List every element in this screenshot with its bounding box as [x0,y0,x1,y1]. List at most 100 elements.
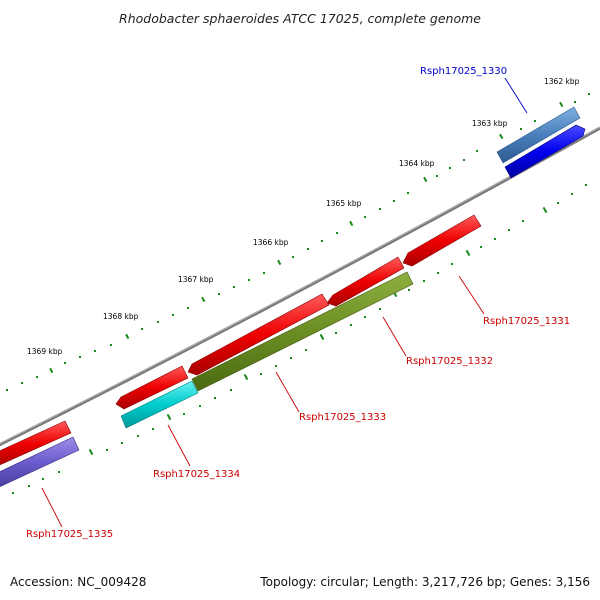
tick-dot [571,193,573,195]
tick-dot [451,263,453,265]
callout-line-1332 [382,316,407,357]
tick-dot [79,356,81,358]
tick-dot [379,308,381,310]
tick-dot [436,175,438,177]
tick-dot [463,159,465,161]
tick-major [499,133,504,140]
tick-dot [6,389,8,391]
tick-dot [110,344,112,346]
gene-label-1330[interactable]: Rsph17025_1330 [420,66,507,77]
tick-dot [408,289,410,291]
gene-rsph17025-1330[interactable] [496,106,586,179]
tick-major [423,176,428,183]
tick-dot [321,240,323,242]
outer-tick-track [6,93,590,391]
tick-dot [364,316,366,318]
tick-dot [263,272,265,274]
inner-tick-track [12,184,587,494]
gene-labels: Rsph17025_1330 Rsph17025_1331 Rsph17025_… [26,66,570,540]
gene-arrow-rsph17025-1334[interactable] [115,365,189,410]
tick-dot [292,256,294,258]
gene-arrow-rsph17025-1332[interactable] [326,256,405,307]
gene-label-1332[interactable]: Rsph17025_1332 [406,356,493,367]
tick-dot [476,150,478,152]
tick-dot [214,397,216,399]
tick-dot [157,321,159,323]
kbp-labels: 1362 kbp 1363 kbp 1364 kbp 1365 kbp 1366… [27,77,580,356]
gene-arrow-rsph17025-1333[interactable] [187,293,330,376]
tick-dot [152,428,154,430]
kbp-label: 1362 kbp [544,77,580,86]
tick-dot [522,220,524,222]
tick-dot [172,314,174,316]
tick-dot [137,435,139,437]
tick-dot [437,272,439,274]
gene-arrow-blue[interactable] [504,124,586,179]
callout-lines [41,77,528,528]
map-title: Rhodobacter sphaeroides ATCC 17025, comp… [119,11,481,26]
tick-dot [248,279,250,281]
tick-dot [260,373,262,375]
gene-label-1335[interactable]: Rsph17025_1335 [26,529,113,540]
tick-dot [187,307,189,309]
tick-dot [305,349,307,351]
tick-dot [106,449,108,451]
tick-major [166,413,172,421]
tick-major [319,333,325,341]
genome-summary: Topology: circular; Length: 3,217,726 bp… [259,575,590,589]
gene-label-1331[interactable]: Rsph17025_1331 [483,316,570,327]
tick-major [465,249,471,257]
tick-dot [21,382,23,384]
tick-dot [520,128,522,130]
tick-dot [494,238,496,240]
tick-dot [364,216,366,218]
tick-major [277,259,282,266]
kbp-label: 1369 kbp [27,347,63,356]
tick-dot [290,357,292,359]
tick-major [349,220,354,227]
tick-major [201,296,206,303]
tick-major [49,367,54,374]
callout-line-1330 [504,77,528,114]
tick-dot [393,200,395,202]
tick-dot [233,286,235,288]
tick-dot [423,280,425,282]
tick-major [125,333,130,340]
kbp-label: 1367 kbp [178,275,214,284]
tick-dot [585,184,587,186]
callout-line-1333 [275,371,300,413]
gene-arrow-rsph17025-1331[interactable] [402,214,482,267]
tick-dot [64,362,66,364]
tick-dot [121,442,123,444]
tick-dot [141,328,143,330]
tick-dot [557,202,559,204]
tick-dot [449,167,451,169]
tick-dot [480,246,482,248]
tick-major [559,101,564,108]
tick-dot [42,478,44,480]
gene-arrow-rsph17025-1335[interactable] [0,420,72,467]
tick-major [243,373,249,381]
tick-dot [588,93,590,95]
tick-dot [12,492,14,494]
gene-label-1333[interactable]: Rsph17025_1333 [299,412,386,423]
tick-dot [275,365,277,367]
accession-label: Accession: NC_009428 [10,575,146,589]
tick-dot [94,350,96,352]
gene-feature-cyan-1334[interactable] [120,380,199,429]
tick-dot [379,208,381,210]
gene-feature-purple-1335[interactable] [0,436,80,489]
callout-line-1335 [41,487,63,528]
tick-dot [28,485,30,487]
tick-dot [336,232,338,234]
gene-label-1334[interactable]: Rsph17025_1334 [153,469,240,480]
tick-dot [508,229,510,231]
tick-dot [36,376,38,378]
kbp-label: 1366 kbp [253,238,289,247]
kbp-label: 1368 kbp [103,312,139,321]
tick-dot [350,324,352,326]
tick-dot [335,332,337,334]
gene-feature-olive-1332[interactable] [191,271,414,392]
gene-feature-steel[interactable] [496,106,581,164]
